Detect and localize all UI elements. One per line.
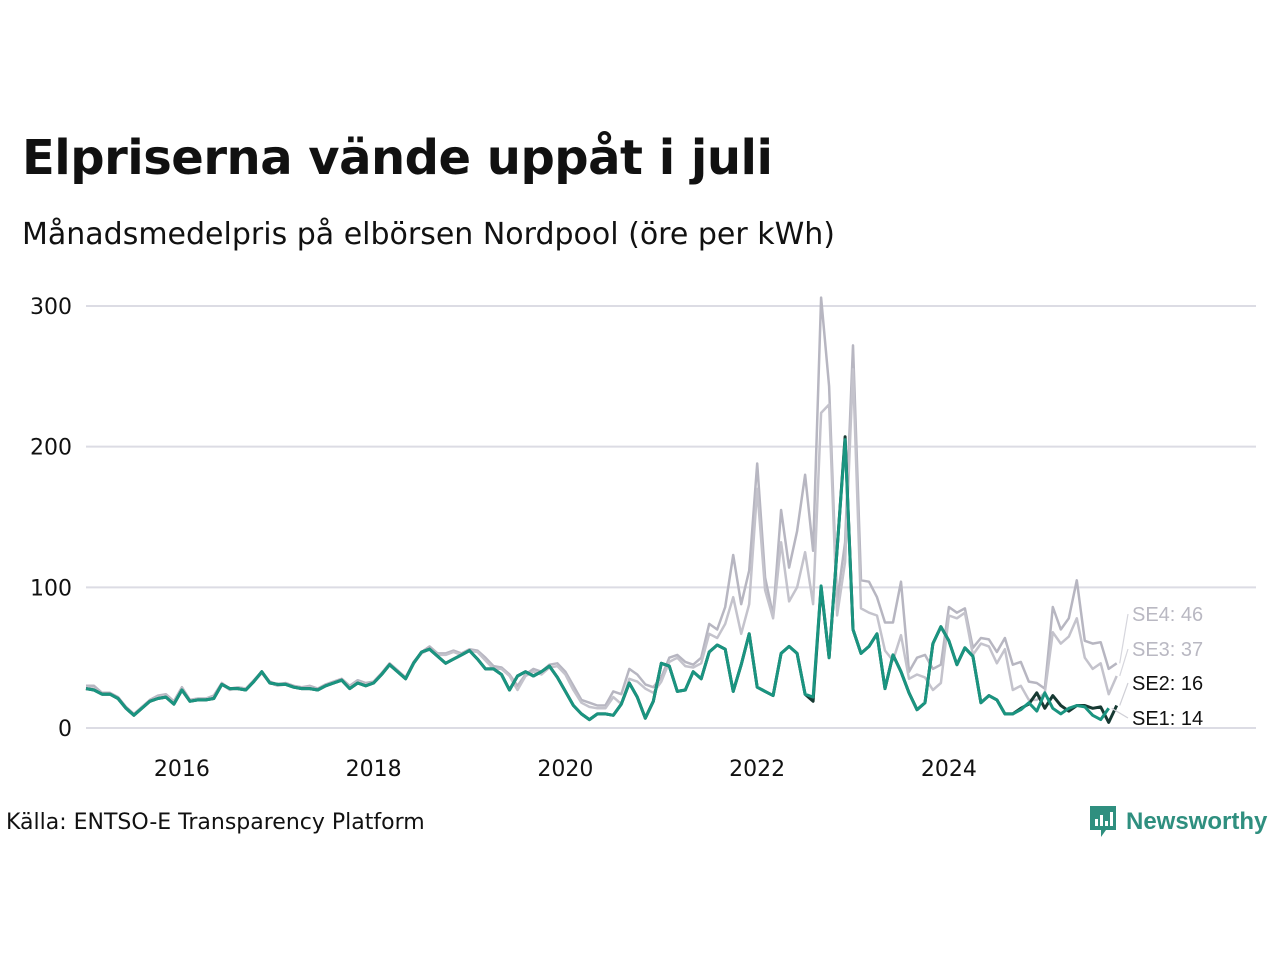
label-connector	[1119, 648, 1129, 677]
x-tick-label: 2024	[921, 757, 977, 782]
end-label-se2: SE2: 16	[1132, 673, 1203, 695]
y-tick-label: 0	[58, 717, 72, 742]
series-line-se3	[85, 368, 1118, 717]
source-note: Källa: ENTSO-E Transparency Platform	[6, 810, 425, 835]
x-tick-label: 2016	[154, 757, 210, 782]
y-tick-label: 100	[30, 576, 72, 601]
y-axis-ticks: 0 100 200 300	[30, 295, 72, 742]
series-end-labels: SE4: 46 SE3: 37 SE2: 16 SE1: 14	[1111, 604, 1203, 730]
newsworthy-logo[interactable]: Newsworthy	[1088, 804, 1267, 840]
label-connector	[1119, 682, 1129, 706]
label-connector	[1119, 613, 1129, 664]
chart-subtitle: Månadsmedelpris på elbörsen Nordpool (ör…	[22, 217, 835, 252]
series-line-se1	[85, 438, 1110, 722]
label-connector	[1111, 707, 1129, 719]
brand-name: Newsworthy	[1126, 808, 1268, 835]
chart-title: Elpriserna vände uppåt i juli	[22, 130, 773, 186]
y-tick-label: 200	[30, 436, 72, 461]
x-tick-label: 2022	[729, 757, 785, 782]
x-tick-label: 2020	[537, 757, 593, 782]
grid-lines	[86, 305, 1256, 729]
y-tick-label: 300	[30, 295, 72, 320]
series-lines	[85, 296, 1119, 724]
end-label-se1: SE1: 14	[1132, 708, 1203, 730]
end-label-se4: SE4: 46	[1132, 604, 1203, 626]
x-axis-ticks: 2016 2018 2020 2022 2024	[154, 757, 977, 782]
x-tick-label: 2018	[346, 757, 402, 782]
newsworthy-icon	[1090, 806, 1116, 837]
series-line-se2	[85, 435, 1119, 724]
end-label-se3: SE3: 37	[1132, 639, 1203, 661]
